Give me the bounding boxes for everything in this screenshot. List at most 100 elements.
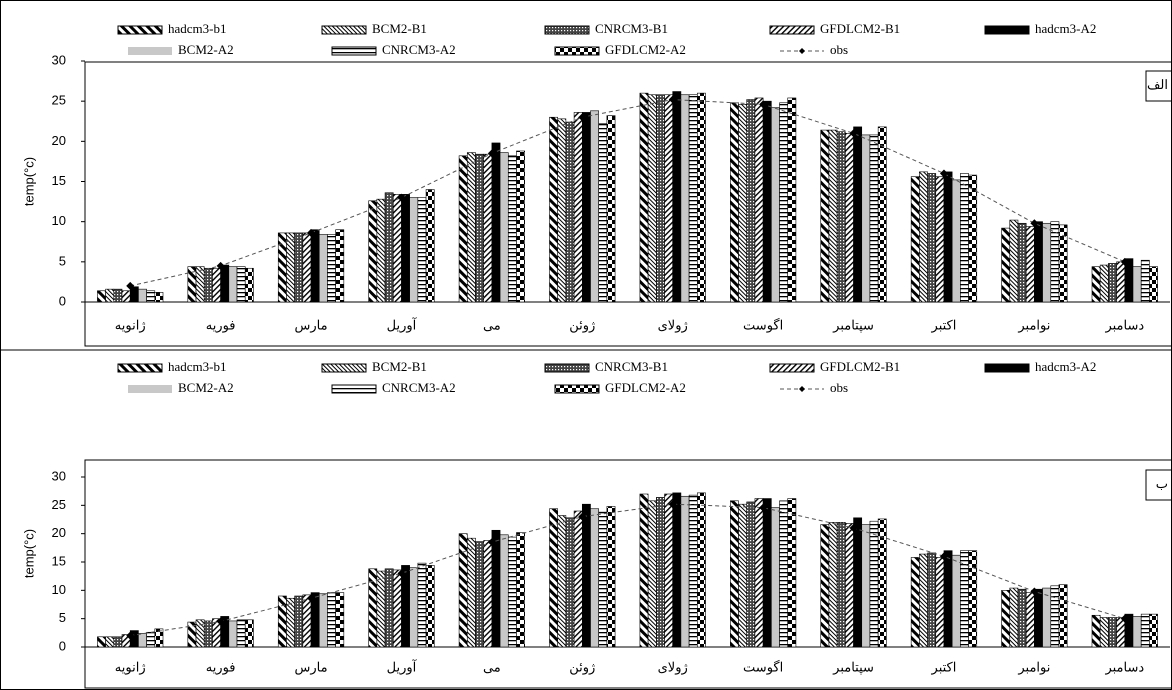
legend-swatch <box>984 363 1030 373</box>
bar <box>664 493 674 648</box>
bar <box>697 492 706 648</box>
x-tick-label: نوامبر <box>1017 659 1050 675</box>
legend-marker <box>799 48 805 54</box>
obs-line <box>130 99 1125 287</box>
bar <box>277 595 287 648</box>
x-tick-label: اگوست <box>743 317 783 333</box>
legend-label: BCM2-A2 <box>178 42 234 57</box>
x-tick-label: دسامبر <box>1104 317 1144 333</box>
bar <box>294 232 304 303</box>
obs-marker <box>397 193 406 202</box>
obs-marker <box>849 524 858 532</box>
legend-label: obs <box>830 380 848 395</box>
x-tick-label: سپتامبر <box>832 659 874 675</box>
x-tick-label: اکتبر <box>931 317 957 333</box>
bar <box>1001 227 1011 303</box>
bar <box>458 155 468 303</box>
bar <box>138 633 147 648</box>
y-tick-label: 30 <box>52 468 66 483</box>
bar <box>590 508 599 648</box>
y-tick-label: 20 <box>52 133 66 148</box>
bar <box>639 92 649 303</box>
bar <box>417 197 427 303</box>
legend-swatch <box>554 46 600 56</box>
bar <box>853 126 863 303</box>
legend-label: BCM2-A2 <box>178 380 234 395</box>
bar <box>943 550 953 648</box>
bar <box>647 500 657 648</box>
legend-label: GFDLCM2-A2 <box>605 380 686 395</box>
x-tick-label: ژانویه <box>115 317 146 333</box>
bar <box>212 267 221 303</box>
bar <box>392 569 402 648</box>
bar <box>680 94 690 303</box>
bar <box>549 508 558 648</box>
bar <box>1042 587 1052 648</box>
bar <box>244 267 254 303</box>
bar <box>738 104 748 303</box>
bar <box>820 524 830 648</box>
bar <box>516 150 525 303</box>
bar <box>697 92 706 303</box>
legend-label: hadcm3-b1 <box>168 21 226 36</box>
bar <box>203 620 213 648</box>
bar <box>746 501 756 648</box>
bar <box>557 118 567 303</box>
bar <box>779 102 789 303</box>
bar <box>861 134 871 303</box>
bar <box>483 540 493 648</box>
panel-label-box <box>1145 70 1172 102</box>
bar <box>590 110 599 303</box>
x-tick-label: فوریه <box>206 659 236 675</box>
bar <box>286 597 295 648</box>
bar <box>1009 219 1019 303</box>
panel-label-box <box>1145 469 1172 501</box>
legend-label: CNRCM3-A2 <box>382 380 456 395</box>
bar <box>277 232 287 303</box>
plot-frame <box>84 459 1172 689</box>
bar <box>401 565 410 648</box>
bar <box>845 523 854 648</box>
bar <box>919 171 928 303</box>
y-tick-label: 5 <box>59 253 66 268</box>
bar <box>845 133 854 303</box>
bar <box>475 541 484 648</box>
bar <box>97 636 106 648</box>
bar <box>598 511 608 648</box>
bar <box>236 619 246 648</box>
bar <box>1099 617 1109 648</box>
y-tick-label: 25 <box>52 93 66 108</box>
legend-label: CNRCM3-B1 <box>595 21 668 36</box>
x-tick-label: اکتبر <box>931 659 957 675</box>
y-tick-label: 10 <box>52 213 66 228</box>
legend-label: hadcm3-A2 <box>1035 21 1096 36</box>
legend-swatch <box>128 385 172 393</box>
bar <box>409 567 419 648</box>
bar <box>491 142 501 303</box>
bar <box>935 557 945 648</box>
bar <box>327 234 336 303</box>
bar <box>1149 613 1158 648</box>
obs-marker <box>939 552 948 561</box>
bar <box>236 266 246 303</box>
legend-label: GFDLCM2-A2 <box>605 42 686 57</box>
obs-marker <box>216 261 225 270</box>
bar <box>1091 266 1101 303</box>
bar <box>1025 592 1035 648</box>
bar <box>113 288 123 303</box>
legend-label: hadcm3-b1 <box>168 359 226 374</box>
legend-swatch <box>984 25 1030 35</box>
bar <box>1108 617 1117 648</box>
y-tick-label: 25 <box>52 497 66 512</box>
bar <box>1116 617 1126 648</box>
x-tick-label: می <box>483 317 501 332</box>
bar <box>664 94 674 303</box>
x-tick-label: سپتامبر <box>832 317 874 333</box>
bar <box>828 522 838 648</box>
bar <box>1017 222 1027 303</box>
obs-marker <box>1030 587 1039 596</box>
y-tick-label: 20 <box>52 525 66 540</box>
bar <box>581 112 591 303</box>
bar <box>910 557 920 648</box>
bar <box>910 176 920 303</box>
